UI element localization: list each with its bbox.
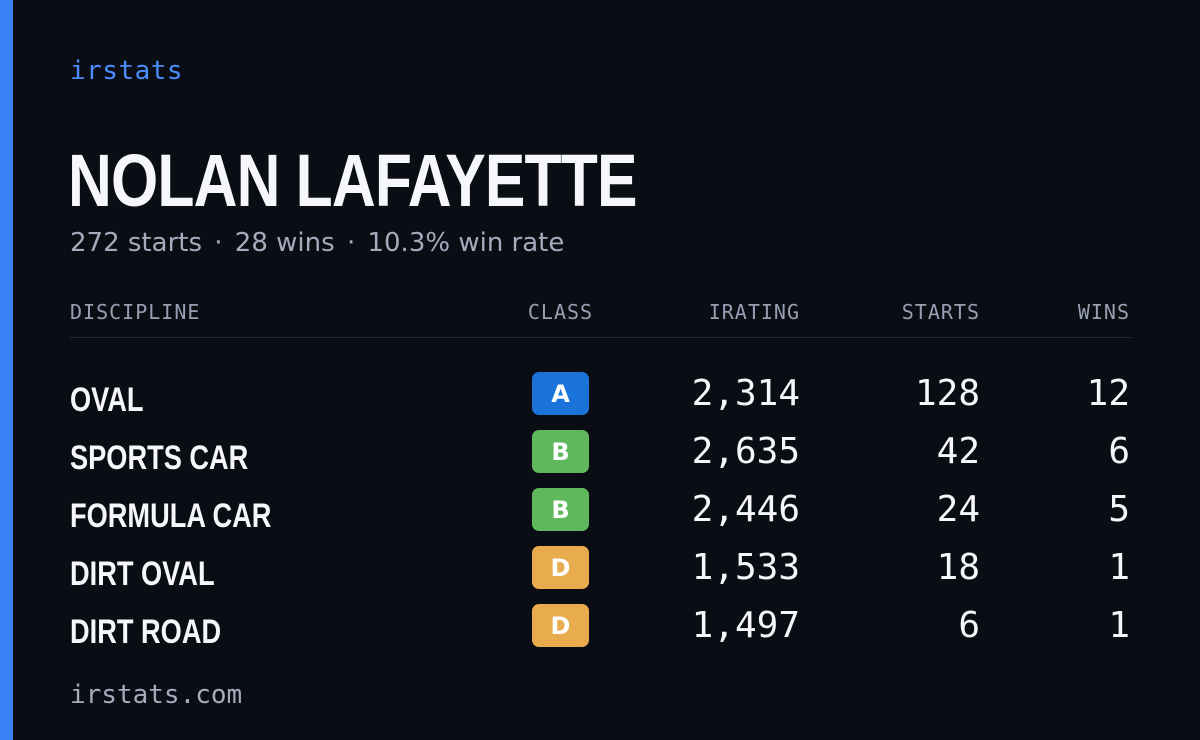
discipline-name: OVAL <box>70 381 144 419</box>
separator: · <box>346 228 356 258</box>
accent-bar <box>0 0 13 740</box>
table-row: SPORTS CAR B 2,635 42 6 <box>70 412 1132 477</box>
starts-value: 18 <box>936 547 980 588</box>
wins-value: 5 <box>1108 489 1130 530</box>
header-irating: IRATING <box>708 300 800 324</box>
irating-value: 2,314 <box>691 373 800 414</box>
irating-value: 2,446 <box>691 489 800 530</box>
table-header: DISCIPLINE CLASS IRATING STARTS WINS <box>70 298 1132 338</box>
discipline-name: FORMULA CAR <box>70 497 272 535</box>
table-row: DIRT OVAL D 1,533 18 1 <box>70 528 1132 593</box>
table-row: DIRT ROAD D 1,497 6 1 <box>70 586 1132 651</box>
footer-url[interactable]: irstats.com <box>70 680 243 710</box>
starts-value: 42 <box>936 431 980 472</box>
header-wins: WINS <box>1077 300 1130 324</box>
starts-value: 128 <box>914 373 980 414</box>
starts-value: 24 <box>936 489 980 530</box>
class-badge: A <box>532 372 589 415</box>
player-name: NOLAN LAFAYETTE <box>68 139 638 222</box>
player-summary: 272 starts · 28 wins · 10.3% win rate <box>70 228 564 258</box>
irating-value: 2,635 <box>691 431 800 472</box>
class-badge: B <box>532 430 589 473</box>
wins-summary: 28 wins <box>234 228 335 258</box>
wins-value: 6 <box>1108 431 1130 472</box>
brand-logo-text[interactable]: irstats <box>70 56 184 86</box>
class-badge: B <box>532 488 589 531</box>
wins-value: 12 <box>1086 373 1130 414</box>
irating-value: 1,497 <box>691 605 800 646</box>
starts-value: 6 <box>958 605 980 646</box>
header-class: CLASS <box>527 300 594 324</box>
table-row: OVAL A 2,314 128 12 <box>70 354 1132 419</box>
table-row: FORMULA CAR B 2,446 24 5 <box>70 470 1132 535</box>
header-discipline: DISCIPLINE <box>70 300 201 324</box>
wins-value: 1 <box>1108 605 1130 646</box>
discipline-name: DIRT OVAL <box>70 555 215 593</box>
starts-summary: 272 starts <box>70 228 202 258</box>
table-body: OVAL A 2,314 128 12 SPORTS CAR B 2,635 42 6 FORMUL… <box>70 354 1132 651</box>
header-starts: STARTS <box>901 300 980 324</box>
discipline-stats-table: DISCIPLINE CLASS IRATING STARTS WINS OVA… <box>70 298 1132 651</box>
class-badge: D <box>532 546 589 589</box>
discipline-name: SPORTS CAR <box>70 439 249 477</box>
wins-value: 1 <box>1108 547 1130 588</box>
winrate-summary: 10.3% win rate <box>367 228 565 258</box>
irating-value: 1,533 <box>691 547 800 588</box>
class-badge: D <box>532 604 589 647</box>
separator: · <box>214 228 223 258</box>
discipline-name: DIRT ROAD <box>70 613 222 651</box>
